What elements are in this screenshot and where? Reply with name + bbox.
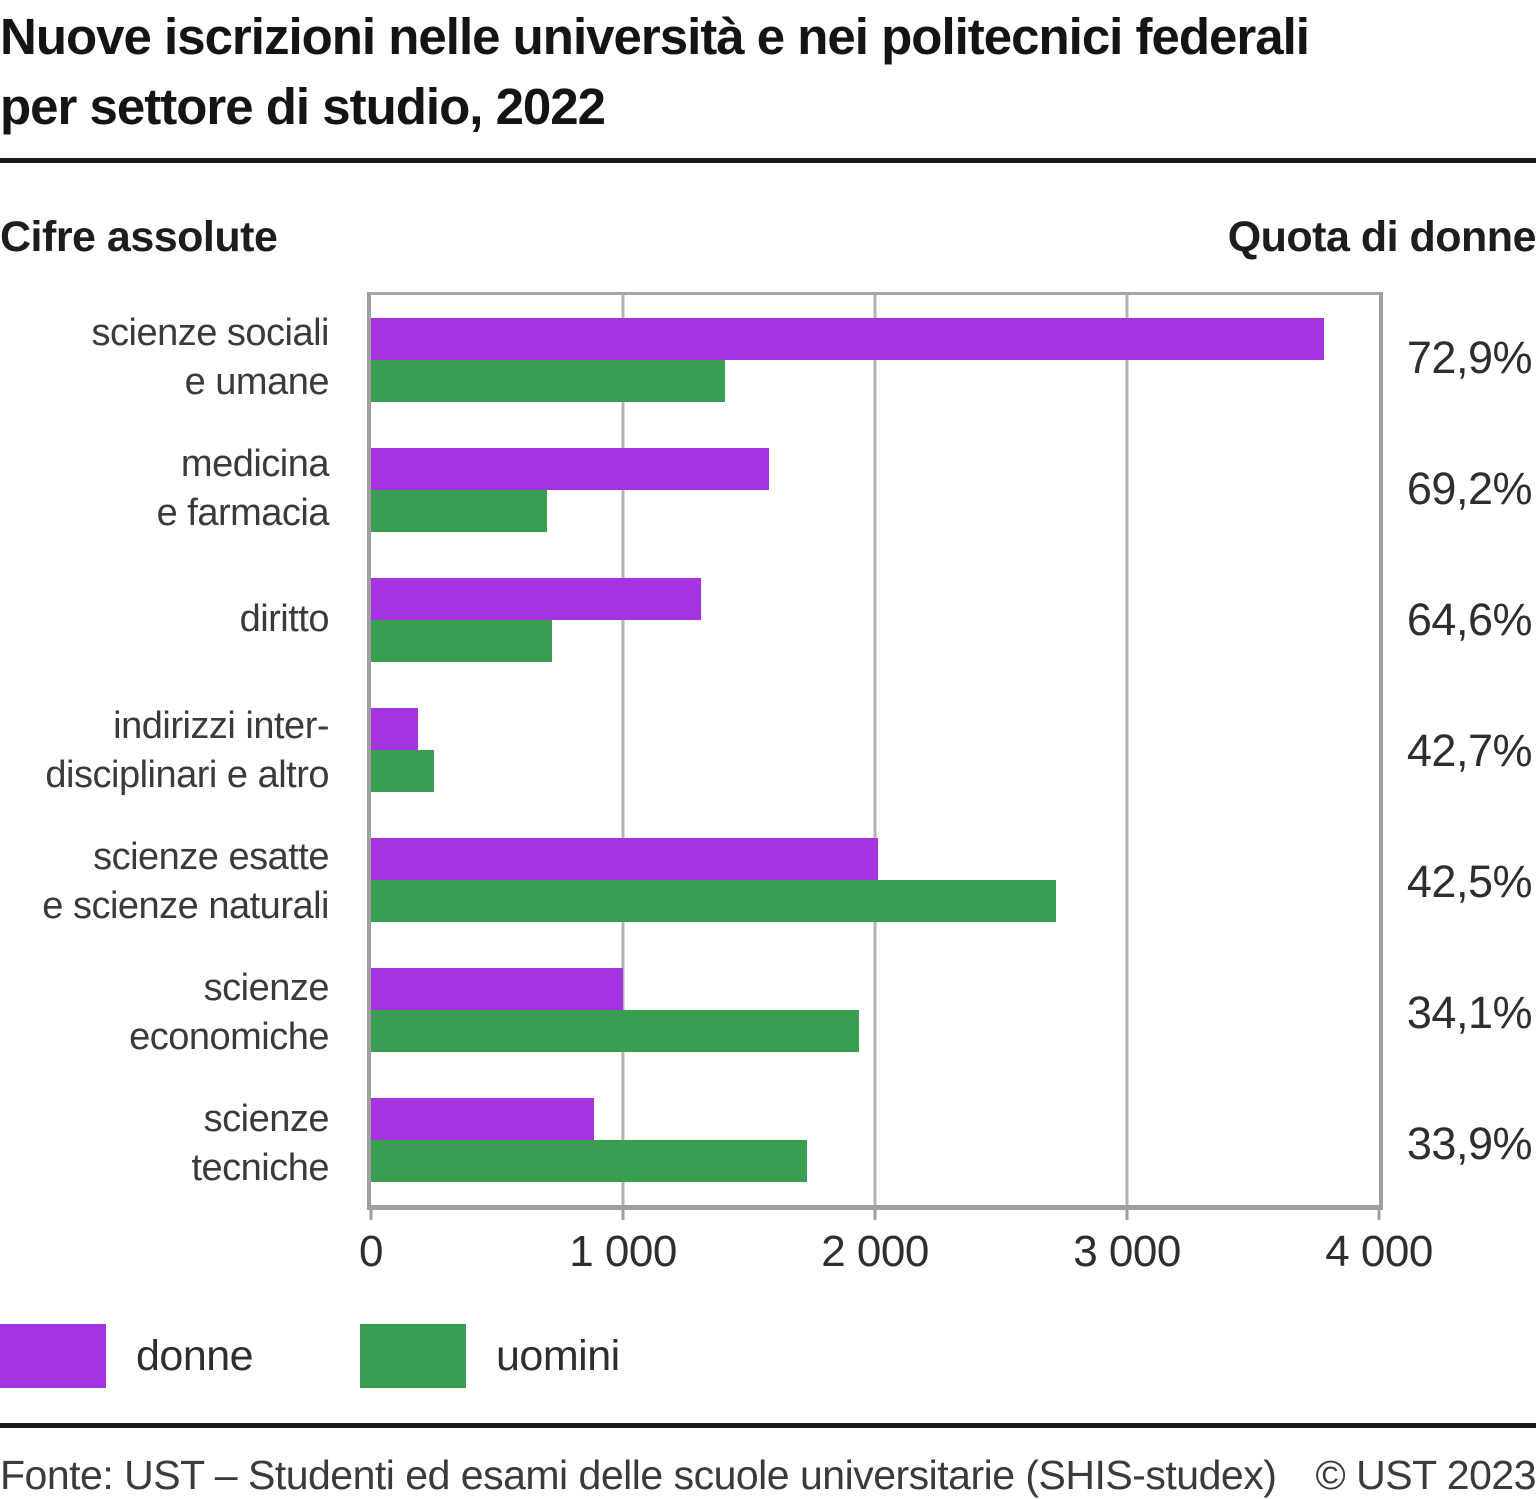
subtitle-row: Cifre assolute Quota di donne <box>0 213 1536 262</box>
axis-tick <box>369 1210 373 1220</box>
category-label: scienze sociali e umane <box>0 292 330 423</box>
uomini-bar <box>371 880 1057 922</box>
category-label: scienze economiche <box>0 948 329 1079</box>
bar-groups <box>371 295 1379 1205</box>
donne-bar <box>371 968 623 1010</box>
bar-group <box>371 945 1379 1075</box>
x-tick-label: 4 000 <box>1325 1227 1433 1276</box>
bar-chart: scienze sociali e umane medicina e farmacia… <box>0 292 1536 1276</box>
uomini-bar <box>371 360 726 402</box>
left-subtitle: Cifre assolute <box>0 213 278 261</box>
category-label-line: scienze sociali <box>91 311 330 354</box>
category-label: diritto <box>0 554 330 685</box>
donne-bar <box>371 318 1324 360</box>
legend-label-uomini: uomini <box>496 1331 620 1380</box>
category-label-line: economiche <box>129 1016 329 1059</box>
bar-group <box>371 425 1379 555</box>
uomini-bar <box>371 620 553 662</box>
x-tick-label: 1 000 <box>569 1227 677 1276</box>
category-label-line: e scienze naturali <box>42 885 329 928</box>
category-label: scienze tecniche <box>0 1079 329 1210</box>
chart-title-line1: Nuove iscrizioni nelle università e nei … <box>0 8 1310 65</box>
bar-group <box>371 1075 1379 1205</box>
axis-tick <box>621 1210 625 1220</box>
share-of-women-value: 64,6% <box>1406 593 1533 645</box>
gridline <box>621 295 625 1205</box>
legend-item-donne: donne <box>0 1324 360 1388</box>
gridline <box>1125 295 1129 1205</box>
share-of-women-value: 33,9% <box>1406 1118 1533 1170</box>
right-subtitle: Quota di donne <box>1227 213 1536 261</box>
category-label-line: scienze <box>203 1098 330 1141</box>
footer-divider <box>0 1423 1536 1428</box>
legend-swatch-donne <box>0 1324 106 1388</box>
category-label: medicina e farmacia <box>0 423 330 554</box>
category-label-line: e umane <box>184 360 330 403</box>
donne-bar <box>371 448 770 490</box>
uomini-bar <box>371 1140 807 1182</box>
uomini-bar <box>371 1010 859 1052</box>
category-label: indirizzi inter-disciplinari e altro <box>0 685 329 816</box>
category-label: scienze esatte e scienze naturali <box>0 817 329 948</box>
uomini-bar <box>371 750 434 792</box>
share-of-women-value: 42,7% <box>1406 724 1533 776</box>
title-divider <box>0 158 1536 163</box>
x-tick-label: 3 000 <box>1073 1227 1181 1276</box>
donne-bar <box>371 1098 595 1140</box>
category-label-line: diritto <box>239 598 330 641</box>
category-label-line: tecniche <box>191 1147 329 1190</box>
legend-label-donne: donne <box>136 1331 254 1380</box>
category-label-line: scienze <box>203 967 330 1010</box>
share-of-women-value: 72,9% <box>1406 331 1533 383</box>
share-of-women-value: 34,1% <box>1406 987 1533 1039</box>
share-of-women-column: 72,9% 69,2% 64,6% 42,7% 42,5% 34,1% 33,9% <box>1383 292 1536 1210</box>
donne-bar <box>371 578 702 620</box>
plot-area: 0 1 000 2 000 3 000 4 000 <box>359 292 1433 1276</box>
axis-tick <box>873 1210 877 1220</box>
axis-tick <box>1377 1210 1381 1220</box>
chart-title-line2: per settore di studio, 2022 <box>0 78 606 135</box>
category-label-line: e farmacia <box>156 491 330 534</box>
chart-title: Nuove iscrizioni nelle università e nei … <box>0 0 1536 142</box>
y-axis-labels: scienze sociali e umane medicina e farmacia… <box>0 292 367 1210</box>
share-of-women-value: 69,2% <box>1406 462 1533 514</box>
category-label-line: disciplinari e altro <box>45 753 329 796</box>
category-label-line: medicina <box>180 442 330 485</box>
source-text: Fonte: UST – Studenti ed esami delle scu… <box>0 1452 1277 1498</box>
legend-item-uomini: uomini <box>360 1324 620 1388</box>
axis-tick <box>1125 1210 1129 1220</box>
x-tick-label: 2 000 <box>821 1227 929 1276</box>
donne-bar <box>371 838 878 880</box>
donne-bar <box>371 708 418 750</box>
category-label-line: scienze esatte <box>93 836 329 879</box>
bar-group <box>371 555 1379 685</box>
share-of-women-value: 42,5% <box>1406 856 1533 908</box>
footer: Fonte: UST – Studenti ed esami delle scu… <box>0 1452 1536 1499</box>
uomini-bar <box>371 490 548 532</box>
copyright-text: © UST 2023 <box>1315 1452 1536 1498</box>
gridline <box>873 295 877 1205</box>
category-label-line: indirizzi inter- <box>113 704 329 747</box>
bar-group <box>371 815 1379 945</box>
legend-swatch-uomini <box>360 1324 466 1388</box>
legend: donne uomini <box>0 1324 1536 1388</box>
x-tick-label: 0 <box>359 1227 383 1276</box>
bar-group <box>371 295 1379 425</box>
bar-group <box>371 685 1379 815</box>
